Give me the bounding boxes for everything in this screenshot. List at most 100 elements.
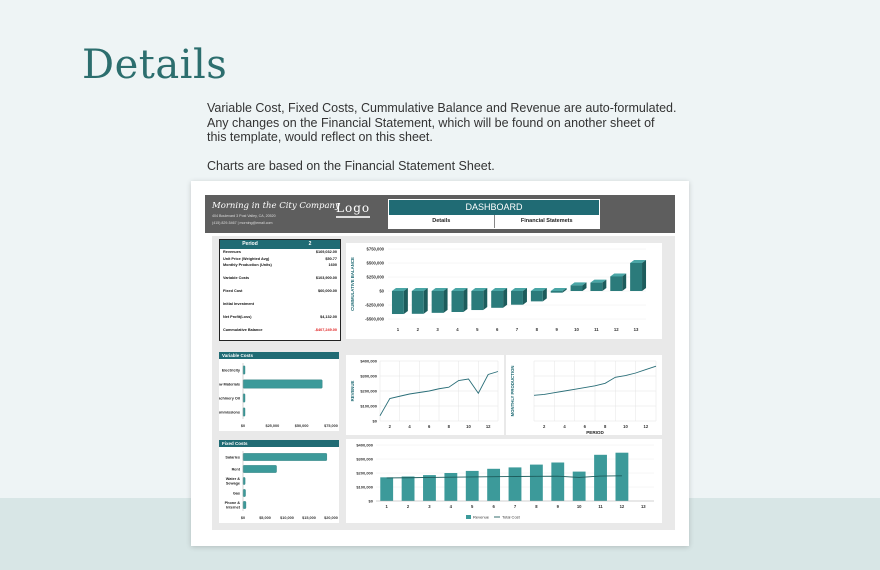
x-tick-label: 1 — [386, 504, 389, 509]
bar — [451, 291, 464, 312]
bar-top — [610, 273, 627, 277]
x-tick-label: 9 — [557, 504, 560, 509]
x-tick-label: 1 — [397, 327, 400, 332]
bar — [242, 477, 246, 485]
period-summary-table: Period 2 Revenues $169,032.00 Unit Price (… — [219, 239, 341, 341]
y-tick-label: $100,000 — [356, 485, 373, 490]
x-tick-label: 7 — [516, 327, 519, 332]
bar — [242, 453, 328, 461]
legend-label-revenue: Revenue — [473, 515, 490, 520]
y-tick-label: $750,000 — [367, 247, 385, 252]
dashboard-title: DASHBOARD — [389, 200, 599, 215]
bar — [411, 291, 424, 314]
bar-side — [423, 288, 428, 314]
bar-side — [403, 288, 408, 315]
row-label: Monthly Production (Units) — [223, 263, 272, 267]
x-tick-label: 13 — [641, 504, 646, 509]
category-label: Phone & — [225, 501, 241, 505]
x-tick-label: $0 — [241, 516, 245, 520]
cumulative-balance-chart: $750,000 $500,000 $250,000 $0 -$250,000 -$500… — [350, 247, 647, 332]
revenue-bar — [401, 476, 415, 501]
y-tick-label: $500,000 — [367, 261, 385, 266]
logo: Logo — [336, 201, 371, 215]
x-tick-label: $15,000 — [302, 516, 316, 520]
bar — [550, 291, 563, 293]
bar — [242, 489, 246, 497]
revenue-bar — [487, 468, 501, 501]
x-tick-label: 7 — [514, 504, 517, 509]
x-tick-label: $0 — [241, 424, 245, 428]
tab-details[interactable]: Details — [389, 215, 494, 228]
revenue-bar — [594, 454, 607, 501]
category-label: Internet — [226, 506, 241, 510]
y-axis-label: MONTHLY PRODUCTION — [510, 366, 515, 417]
bar-side — [443, 288, 448, 313]
bar-side — [602, 279, 607, 291]
description: Variable Cost, Fixed Costs, Cummulative … — [207, 101, 677, 173]
y-tick-label: $250,000 — [367, 275, 385, 280]
fixed-costs-chart: Salaries Rent Water &Sewage Gas Phone &Inter… — [225, 451, 338, 520]
production-panel: MONTHLY PRODUCTION 2 4 6 8 10 12 PERIOD — [506, 355, 662, 435]
category-label: Gas — [233, 491, 240, 495]
bar-side — [542, 288, 547, 302]
table-row: Fixed Cost $60,000.00 — [220, 288, 340, 295]
x-tick-label: 4 — [450, 504, 453, 509]
x-tick-label: 10 — [574, 327, 579, 332]
revenue-bar — [444, 473, 458, 501]
x-tick-label: 6 — [584, 424, 587, 429]
y-tick-label: -$500,000 — [365, 317, 385, 322]
revenue-chart: $400,000 $300,000 $200,000 $100,000 $0 REVENU… — [350, 359, 499, 429]
x-tick-label: 3 — [428, 504, 431, 509]
variable-costs-panel: Electricity Raw Materials Machinery Oil Com… — [215, 359, 339, 431]
y-axis-label: CUMMULATIVE BALANCE — [350, 257, 355, 311]
bar-top — [471, 288, 488, 291]
revenue-panel: $400,000 $300,000 $200,000 $100,000 $0 REVENU… — [346, 355, 504, 435]
bar-top — [570, 282, 587, 286]
y-tick-label: -$250,000 — [365, 303, 385, 308]
x-tick-label: 12 — [643, 424, 648, 429]
bar-side — [562, 288, 567, 293]
y-tick-label: $300,000 — [356, 457, 373, 462]
table-row: Monthly Production (Units) 1600 — [220, 262, 340, 269]
series-line — [379, 371, 499, 416]
bar — [242, 379, 323, 389]
bar-side — [483, 288, 488, 311]
x-tick-label: 13 — [634, 327, 639, 332]
row-label: Cummulative Balance — [223, 328, 263, 332]
y-tick-label: $300,000 — [360, 374, 377, 379]
row-value: $169,032.00 — [315, 250, 337, 254]
legend-swatch-revenue — [466, 515, 471, 519]
y-tick-label: $0 — [379, 289, 384, 294]
bar — [242, 365, 246, 375]
variable-costs-chart: Electricity Raw Materials Machinery Oil Com… — [215, 363, 338, 428]
bar-side — [503, 288, 508, 308]
table-row: Net Profit(Loss) $4,132.00 — [220, 314, 340, 321]
period-header: Period — [242, 241, 258, 247]
x-tick-label: 2 — [407, 504, 410, 509]
x-tick-label: 2 — [417, 327, 420, 332]
x-tick-label: 2 — [543, 424, 546, 429]
x-tick-label: $10,000 — [280, 516, 294, 520]
row-value: $50.77 — [325, 256, 337, 261]
x-tick-label: 10 — [623, 424, 628, 429]
revenue-vs-cost-chart: $400,000$300,000$200,000$100,000$01 2 3 4 5 6… — [356, 443, 654, 520]
category-label: Commissions — [219, 410, 240, 414]
company-name: Morning in the City Company — [212, 201, 340, 211]
x-tick-label: 12 — [614, 327, 619, 332]
row-value: $60,000.00 — [317, 289, 337, 293]
x-tick-label: $20,000 — [324, 516, 338, 520]
x-tick-label: 3 — [436, 327, 439, 332]
page-title: Details — [82, 42, 228, 88]
bar — [590, 282, 603, 291]
tab-financial-statements[interactable]: Financial Statemets — [493, 215, 599, 228]
x-tick-label: 9 — [555, 327, 558, 332]
monthly-production-chart: MONTHLY PRODUCTION 2 4 6 8 10 12 PERIOD — [510, 360, 657, 435]
bar-top — [451, 288, 468, 291]
fixed-costs-title: Fixed Costs — [219, 440, 339, 447]
x-tick-label: 11 — [594, 327, 599, 332]
bar — [610, 276, 623, 291]
legend-label-cost: Total Cost — [502, 515, 521, 520]
bar — [242, 501, 247, 509]
description-paragraph-2: Charts are based on the Financial Statem… — [207, 158, 495, 173]
bar-top — [550, 288, 567, 291]
